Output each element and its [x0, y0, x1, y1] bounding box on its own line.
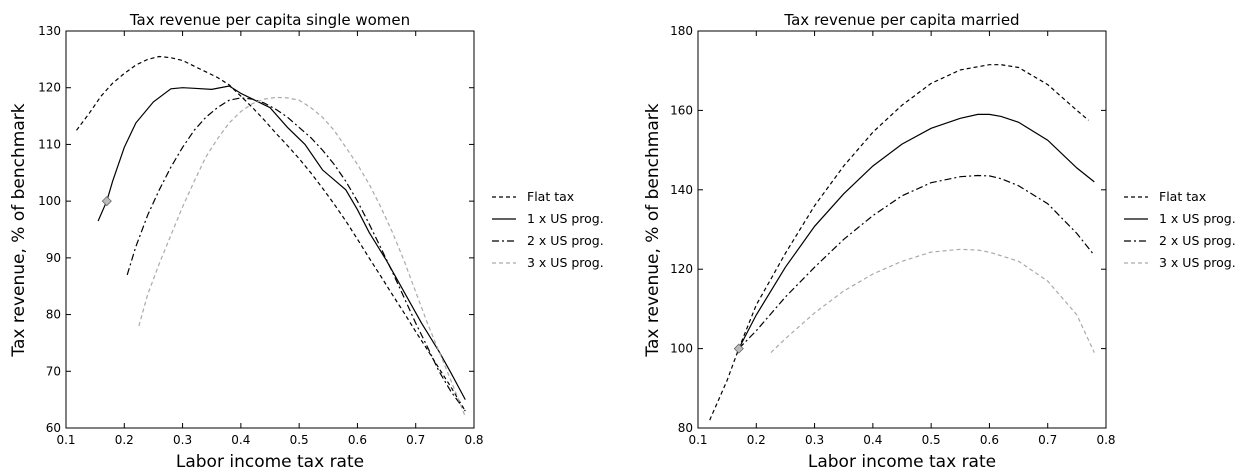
series-line-1	[76, 55, 466, 412]
x-tick-label: 0.2	[747, 433, 766, 447]
legend-label: Flat tax	[527, 189, 574, 204]
series-line-4	[138, 96, 466, 417]
legend-label: 1 x US prog.	[527, 211, 604, 226]
x-tick-label: 0.2	[115, 433, 134, 447]
x-tick-label: 0.5	[922, 433, 941, 447]
series-line-2	[97, 85, 466, 400]
x-tick-label: 0.8	[1096, 433, 1115, 447]
plot-frame	[697, 30, 1107, 429]
x-tick-label: 0.7	[406, 433, 425, 447]
y-axis-label: Tax revenue, % of benchmark	[643, 103, 663, 357]
chart-married: Tax revenue per capita married Labor inc…	[643, 11, 1236, 470]
x-tick-label: 0.4	[863, 433, 882, 447]
x-axis-label: Labor income tax rate	[808, 452, 996, 470]
x-tick-label: 0.3	[173, 433, 192, 447]
x-tick-label: 0.5	[290, 433, 309, 447]
x-tick-label: 0.1	[688, 433, 707, 447]
y-tick-label: 90	[46, 251, 61, 265]
y-tick-label: 80	[678, 421, 693, 435]
series-line-3	[738, 174, 1095, 350]
x-tick-label: 0.1	[56, 433, 75, 447]
y-tick-label: 120	[38, 81, 61, 95]
plot-frame	[65, 30, 475, 429]
y-tick-label: 180	[670, 24, 693, 38]
x-axis-label: Labor income tax rate	[176, 452, 364, 470]
y-tick-label: 70	[46, 364, 61, 378]
x-tick-label: 0.3	[805, 433, 824, 447]
y-axis-label: Tax revenue, % of benchmark	[9, 103, 29, 357]
legend-label: 2 x US prog.	[1159, 233, 1236, 248]
benchmark-marker	[101, 196, 112, 207]
legend-label: 2 x US prog.	[527, 233, 604, 248]
chart-title: Tax revenue per capita single women	[129, 11, 410, 29]
y-tick-label: 130	[38, 24, 61, 38]
y-tick-label: 80	[46, 308, 61, 322]
legend-label: 3 x US prog.	[527, 255, 604, 270]
series-line-1	[709, 64, 1089, 421]
x-tick-label: 0.6	[980, 433, 999, 447]
y-tick-label: 160	[670, 103, 693, 117]
y-tick-label: 120	[670, 262, 693, 276]
y-tick-label: 60	[46, 421, 61, 435]
chart-title: Tax revenue per capita married	[783, 11, 1019, 29]
legend-label: 1 x US prog.	[1159, 211, 1236, 226]
series-line-4	[770, 248, 1095, 354]
benchmark-marker	[733, 343, 744, 354]
legend-label: 3 x US prog.	[1159, 255, 1236, 270]
y-tick-label: 110	[38, 137, 61, 151]
x-tick-label: 0.8	[464, 433, 483, 447]
y-tick-label: 140	[670, 183, 693, 197]
series-line-3	[126, 97, 466, 412]
legend-label: Flat tax	[1159, 189, 1206, 204]
x-tick-label: 0.7	[1038, 433, 1057, 447]
y-tick-label: 100	[38, 194, 61, 208]
chart-single-women: Tax revenue per capita single women Labo…	[9, 11, 604, 470]
x-tick-label: 0.6	[348, 433, 367, 447]
x-tick-label: 0.4	[231, 433, 250, 447]
y-tick-label: 100	[670, 342, 693, 356]
series-line-2	[738, 113, 1095, 349]
